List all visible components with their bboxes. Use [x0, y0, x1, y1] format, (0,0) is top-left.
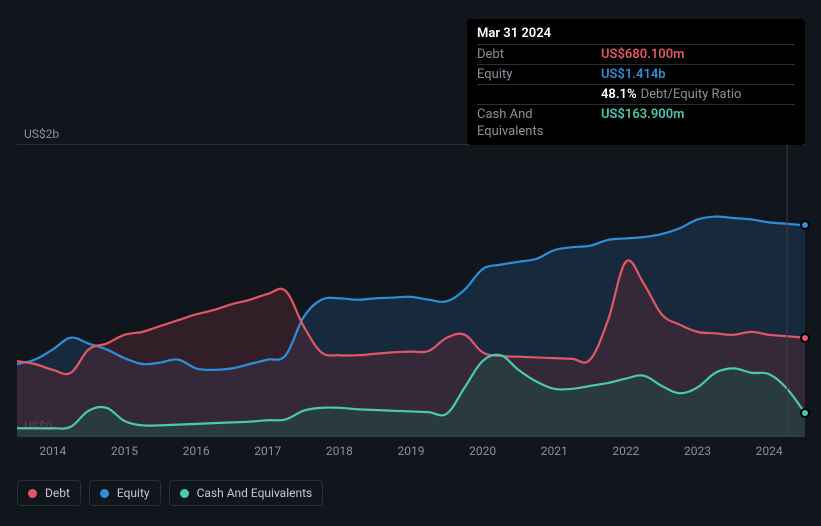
x-tick-label: 2018	[326, 444, 353, 458]
marker-cash	[800, 408, 810, 418]
legend-label: Cash And Equivalents	[197, 486, 313, 500]
tooltip-date: Mar 31 2024	[477, 25, 795, 44]
x-tick-label: 2016	[183, 444, 210, 458]
marker-debt	[800, 333, 810, 343]
tooltip-panel: Mar 31 2024 Debt US$680.100m Equity US$1…	[467, 19, 805, 145]
x-tick-label: 2024	[756, 444, 783, 458]
tooltip-ratio-suffix: Debt/Equity Ratio	[641, 87, 742, 102]
tooltip-row-debt: Debt US$680.100m	[477, 44, 795, 64]
x-tick-label: 2017	[254, 444, 281, 458]
tooltip-label: Cash And Equivalents	[477, 106, 601, 140]
tooltip-row-equity: Equity US$1.414b	[477, 64, 795, 84]
tooltip-label: Equity	[477, 66, 601, 83]
x-tick-label: 2020	[469, 444, 496, 458]
legend-dot	[100, 489, 109, 498]
tooltip-label: Debt	[477, 46, 601, 63]
tooltip-label	[477, 86, 601, 103]
x-tick-label: 2015	[111, 444, 138, 458]
legend-item-cash[interactable]: Cash And Equivalents	[169, 480, 324, 506]
x-tick-label: 2023	[684, 444, 711, 458]
legend-label: Debt	[45, 486, 70, 500]
tooltip-value: US$163.900m	[601, 106, 684, 140]
legend-item-debt[interactable]: Debt	[17, 480, 81, 506]
x-axis-ticks: 2014 2015 2016 2017 2018 2019 2020 2021 2022 2023…	[17, 444, 805, 464]
legend-item-equity[interactable]: Equity	[89, 480, 161, 506]
legend: Debt Equity Cash And Equivalents	[17, 480, 323, 506]
tooltip-row-ratio: 48.1% Debt/Equity Ratio	[477, 84, 795, 104]
tooltip-row-cash: Cash And Equivalents US$163.900m	[477, 104, 795, 141]
plot-area[interactable]	[17, 144, 805, 436]
plot-svg	[17, 145, 805, 437]
legend-dot	[180, 489, 189, 498]
legend-dot	[28, 489, 37, 498]
tooltip-ratio: 48.1% Debt/Equity Ratio	[601, 86, 741, 103]
x-tick-label: 2019	[398, 444, 425, 458]
legend-label: Equity	[117, 486, 150, 500]
tooltip-value: US$1.414b	[601, 66, 666, 83]
x-tick-label: 2022	[612, 444, 639, 458]
chart-container: Mar 31 2024 Debt US$680.100m Equity US$1…	[0, 0, 821, 526]
x-tick-label: 2021	[541, 444, 568, 458]
y-axis-label-top: US$2b	[24, 127, 59, 141]
x-tick-label: 2014	[39, 444, 66, 458]
marker-equity	[800, 220, 810, 230]
tooltip-ratio-value: 48.1%	[601, 87, 637, 102]
tooltip-value: US$680.100m	[601, 46, 684, 63]
